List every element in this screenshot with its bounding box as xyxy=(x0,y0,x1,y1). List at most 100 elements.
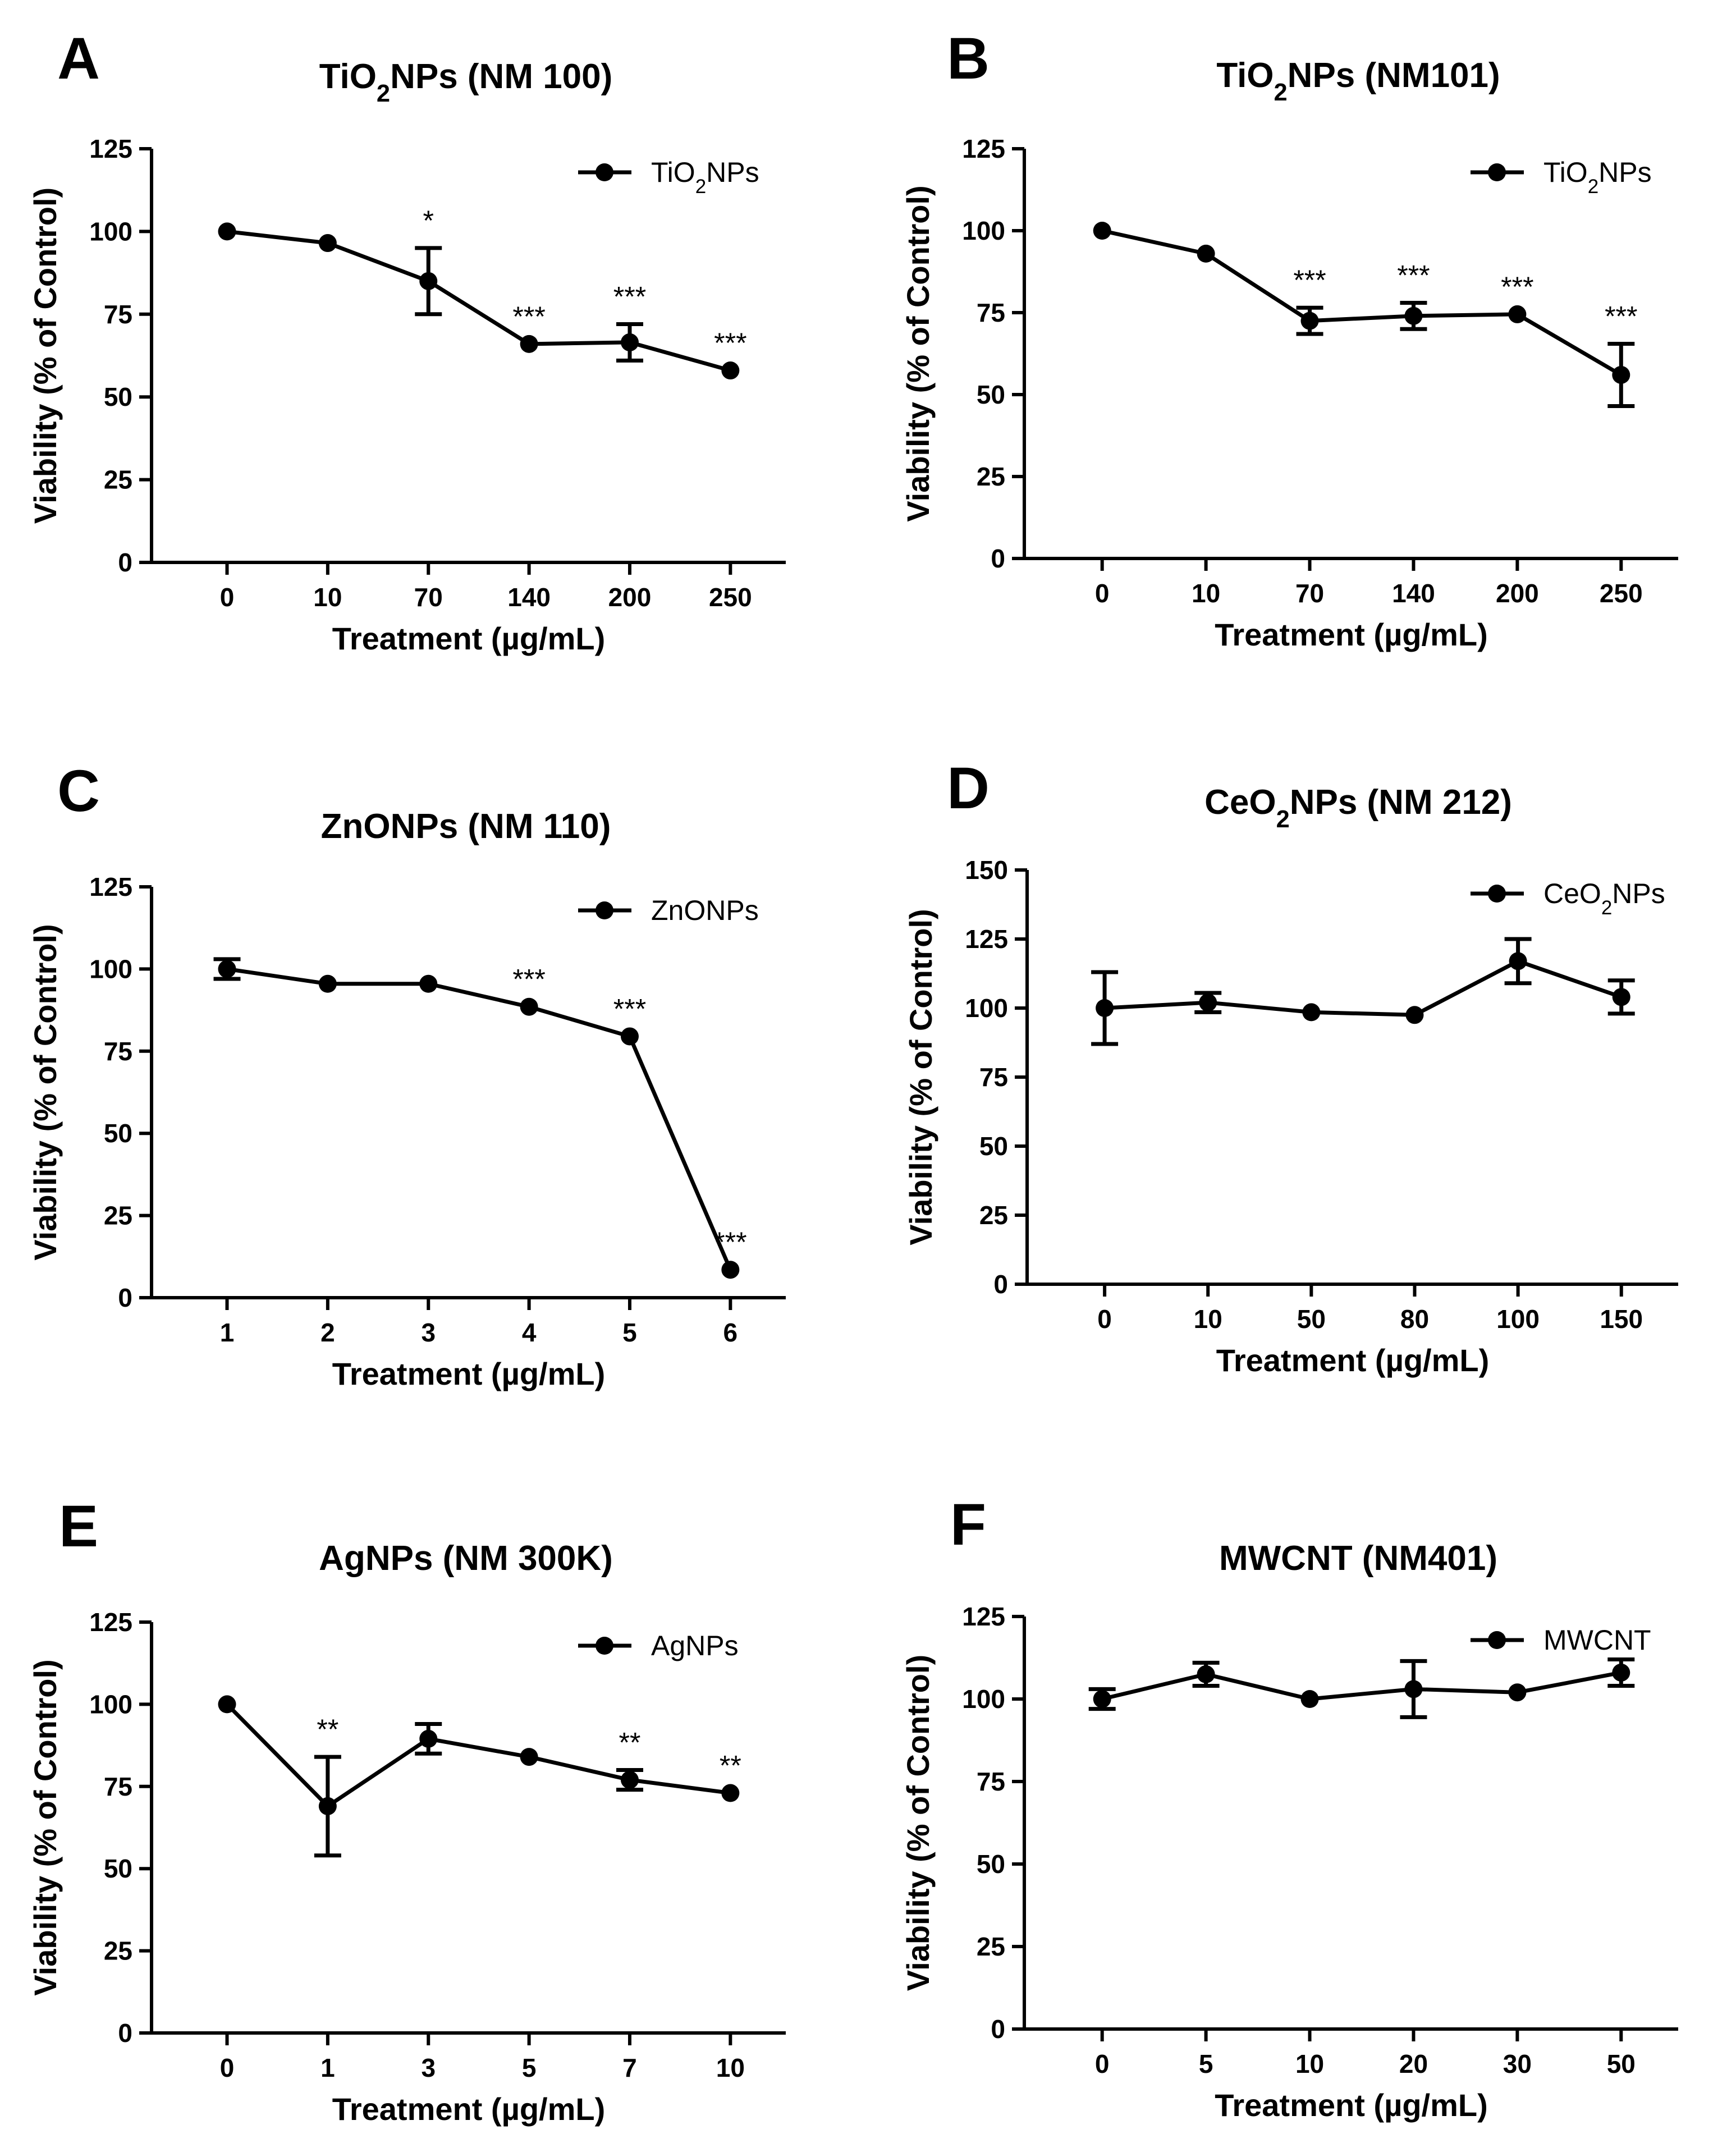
x-tick-label: 50 xyxy=(1607,2049,1636,2078)
significance-marker: *** xyxy=(714,1226,746,1258)
legend: AgNPs xyxy=(578,1630,739,1661)
significance-marker: *** xyxy=(512,964,545,995)
chart-title-suffix: NPs (NM 212) xyxy=(1290,783,1512,822)
data-point xyxy=(419,1729,438,1748)
data-point xyxy=(620,333,639,351)
legend-label-main: MWCNT xyxy=(1543,1624,1651,1656)
x-tick-label: 0 xyxy=(1097,1304,1112,1334)
legend-label-main: CeO xyxy=(1543,878,1601,909)
data-point xyxy=(218,222,236,241)
y-tick-label: 75 xyxy=(104,1772,132,1801)
x-tick-label: 140 xyxy=(1392,579,1435,608)
legend-label-suffix: NPs xyxy=(1612,878,1665,909)
chart-panel-e: E AgNPs (NM 300K) 0 25 50 75 100 125 0 1 3 5 7 10 Trea… xyxy=(28,1494,786,2127)
y-tick-label: 0 xyxy=(118,2018,132,2048)
data-point xyxy=(520,1748,538,1766)
series-znonps xyxy=(213,957,740,1279)
data-point xyxy=(1093,222,1111,240)
y-tick-label: 125 xyxy=(89,1608,132,1637)
data-point xyxy=(1612,988,1630,1006)
x-tick-label: 30 xyxy=(1503,2049,1532,2078)
data-point xyxy=(1404,306,1423,325)
y-tick-label: 0 xyxy=(993,1270,1008,1299)
x-tick-label: 100 xyxy=(1496,1304,1540,1334)
x-tick-label: 1 xyxy=(220,1318,235,1347)
data-point xyxy=(218,960,236,978)
legend: TiO2NPs xyxy=(1471,157,1652,198)
legend-label-suffix: NPs xyxy=(1598,157,1651,188)
chart-title-suffix: NPs (NM 100) xyxy=(390,57,612,96)
data-point xyxy=(1612,1663,1630,1682)
y-axis-label: Viability (% of Control) xyxy=(28,924,63,1260)
y-tick-label: 75 xyxy=(979,1063,1008,1092)
y-tick-label: 125 xyxy=(962,1602,1005,1631)
data-point xyxy=(1300,312,1319,330)
significance-marker: *** xyxy=(1501,271,1533,303)
panel-letter: C xyxy=(57,758,100,824)
y-tick-label: 75 xyxy=(977,298,1005,327)
panel-letter: A xyxy=(57,26,100,91)
data-point xyxy=(1405,1006,1424,1024)
chart-title-main: TiO xyxy=(1216,56,1274,95)
data-point xyxy=(318,1797,337,1815)
legend-marker xyxy=(1488,885,1506,903)
legend-marker xyxy=(1488,1631,1506,1649)
series-agnps xyxy=(218,1695,740,1858)
x-tick-label: 150 xyxy=(1600,1304,1643,1334)
x-tick-label: 10 xyxy=(1194,1304,1222,1334)
series-tio2nps xyxy=(1093,222,1635,408)
x-tick-label: 2 xyxy=(320,1318,335,1347)
significance-marker: ** xyxy=(720,1750,741,1782)
series-line xyxy=(226,1702,731,1808)
legend-label-suffix: NPs xyxy=(706,157,759,188)
y-tick-label: 75 xyxy=(104,300,132,329)
data-point xyxy=(721,361,740,380)
x-tick-label: 10 xyxy=(716,2053,745,2082)
y-tick-label: 100 xyxy=(89,954,132,983)
y-tick-label: 150 xyxy=(965,855,1008,885)
significance-marker: *** xyxy=(714,327,746,359)
x-tick-label: 0 xyxy=(1095,579,1110,608)
data-point xyxy=(1404,1680,1423,1698)
data-point xyxy=(1509,952,1527,970)
data-point xyxy=(419,272,438,290)
legend-label-main: TiO xyxy=(1543,157,1588,188)
chart-panel-c: C ZnONPs (NM 110) 0 25 50 75 100 125 1 2 3 4 5 6 Treat… xyxy=(28,758,786,1391)
data-point xyxy=(520,335,538,353)
x-tick-label: 6 xyxy=(723,1318,738,1347)
x-tick-label: 10 xyxy=(1295,2049,1324,2078)
chart-title-main: MWCNT (NM401) xyxy=(1219,1539,1497,1578)
legend: CeO2NPs xyxy=(1471,878,1665,919)
x-tick-label: 7 xyxy=(622,2053,637,2082)
y-tick-label: 100 xyxy=(89,217,132,246)
x-axis-label: Treatment (µg/mL) xyxy=(332,621,606,656)
x-axis-label: Treatment (µg/mL) xyxy=(332,2091,606,2127)
x-tick-label: 4 xyxy=(522,1318,537,1347)
y-tick-label: 125 xyxy=(89,872,132,901)
y-tick-label: 0 xyxy=(118,1283,132,1312)
y-tick-label: 25 xyxy=(979,1201,1008,1230)
significance-marker: * xyxy=(423,205,434,236)
x-axis-label: Treatment (µg/mL) xyxy=(1215,2087,1488,2123)
y-tick-label: 125 xyxy=(965,924,1008,954)
chart-title: TiO2NPs (NM 100) xyxy=(319,57,613,107)
y-tick-label: 50 xyxy=(979,1132,1008,1161)
chart-title-main: ZnONPs (NM 110) xyxy=(321,807,611,846)
x-tick-label: 200 xyxy=(608,583,652,612)
y-tick-label: 25 xyxy=(104,1936,132,1966)
data-point xyxy=(1093,1690,1111,1708)
data-point xyxy=(620,1027,639,1046)
x-tick-label: 250 xyxy=(709,583,752,612)
data-point xyxy=(620,1771,639,1789)
data-point xyxy=(1096,999,1114,1017)
data-point xyxy=(1508,1683,1527,1702)
significance-marker: *** xyxy=(1605,300,1637,332)
chart-title-subscript: 2 xyxy=(1276,806,1290,833)
series-line xyxy=(227,967,732,1271)
y-tick-label: 75 xyxy=(104,1037,132,1066)
y-tick-label: 25 xyxy=(104,1201,132,1230)
y-tick-label: 75 xyxy=(977,1767,1005,1796)
chart-title-main: TiO xyxy=(319,57,377,96)
